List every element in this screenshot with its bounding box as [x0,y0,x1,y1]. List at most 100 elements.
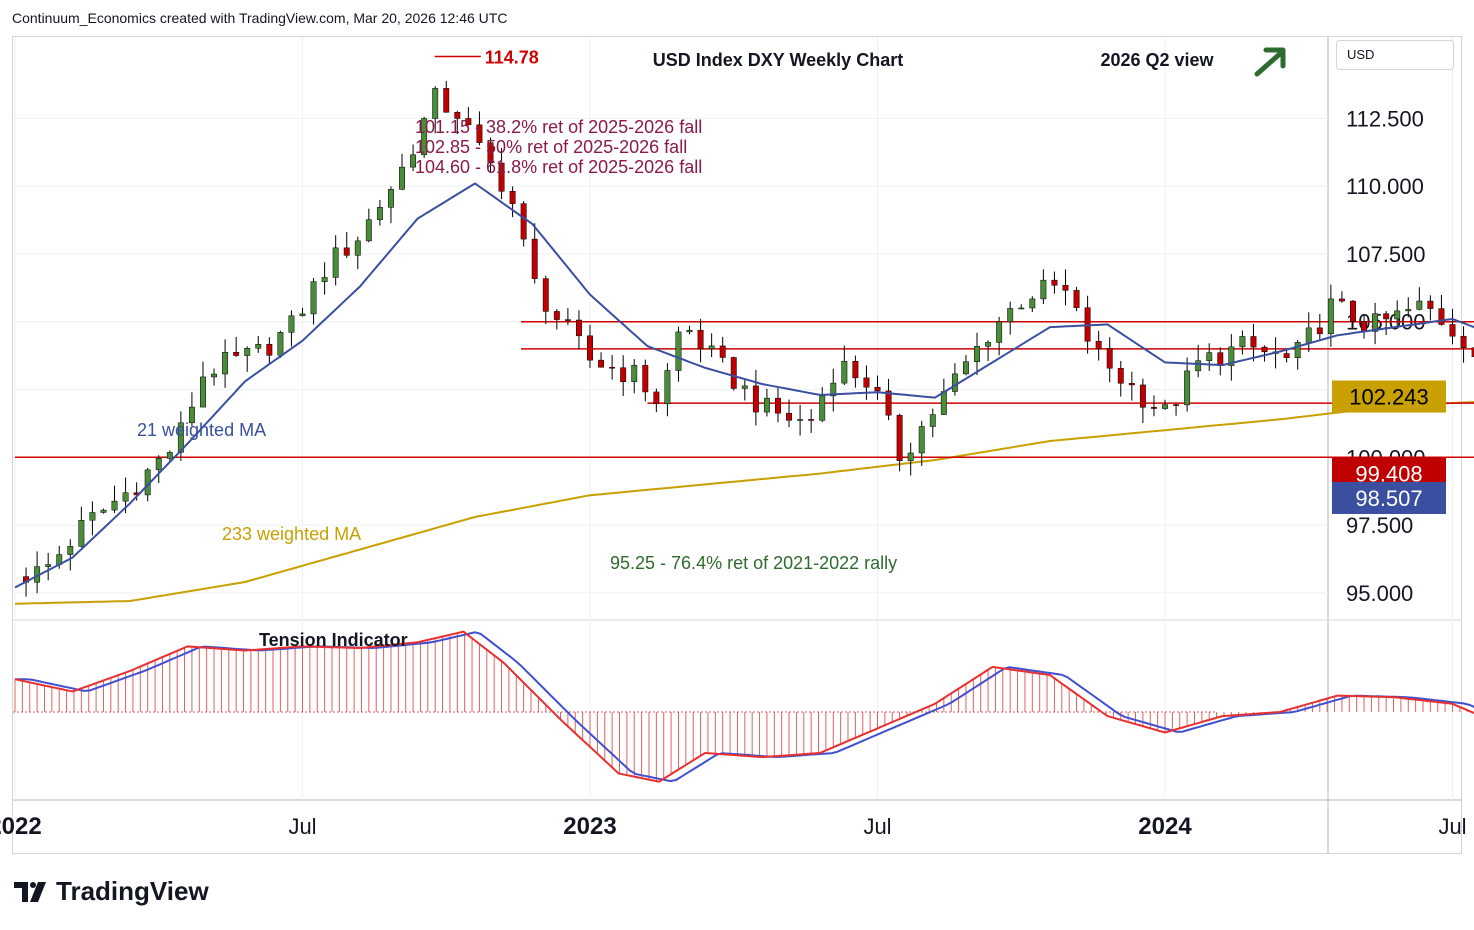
candle-body [1150,407,1157,409]
candle-body [498,162,505,192]
candle-body [1128,383,1135,386]
candle-body [974,346,980,362]
candle-body [1460,335,1467,348]
candle-body [664,370,671,405]
price-tag-label: 102.243 [1349,385,1429,410]
candle-body [476,124,483,143]
candle-body [719,345,726,358]
candle-body [775,397,781,414]
candle-body [697,330,704,350]
candle-body [631,365,638,382]
candle-body [332,247,339,278]
candle-body [587,335,593,361]
candle-body [951,373,958,392]
candle-body [67,546,74,555]
x-tick-label: 2023 [563,813,616,840]
candle-body [399,166,405,190]
candle-body [896,414,903,461]
up-arrow-icon [1254,47,1286,77]
ma233-line [14,401,1474,605]
candle-body [321,277,328,282]
candle-body [1294,342,1301,358]
candle-body [609,366,616,369]
candle-body [797,419,804,421]
candle-body [1283,353,1290,358]
currency-selector[interactable]: USD [1336,40,1454,70]
tension-fast-line [14,630,1474,783]
ma233-label: 233 weighted MA [222,524,361,544]
candle-body [675,331,682,371]
candle-body [188,406,195,424]
candle-body [1173,404,1180,406]
candle-body [1040,279,1047,300]
candle-body [45,564,52,567]
candle-body [100,509,107,513]
candle-body [598,359,605,368]
rally-note: 95.25 - 76.4% ret of 2021-2022 rally [610,553,897,573]
candle-body [1206,352,1213,361]
candle-body [111,500,118,511]
candle-body [730,357,737,389]
candle-body [1416,300,1423,310]
candle-body [620,367,627,382]
candle-body [509,191,516,204]
candle-body [166,452,173,459]
y-tick-label: 112.500 [1346,106,1424,131]
candle-body [200,376,206,408]
candle-body [1471,347,1474,357]
candle-body [996,321,1003,343]
ma21-label: 21 weighted MA [137,420,266,440]
candle-body [874,386,881,392]
candle-body [1184,370,1191,406]
candle-body [863,377,870,388]
candle-body [1018,307,1025,310]
candle-body [929,414,936,427]
candle-body [1438,308,1445,325]
candle-body [1051,279,1058,286]
candle-body [454,112,461,119]
up-arrow-shaft [1254,49,1285,77]
y-tick-label: 107.500 [1346,242,1426,267]
candle-body [222,351,229,375]
candle-body [542,278,549,312]
candle-body [1062,284,1069,291]
candle-body [708,345,715,350]
candle-body [564,319,571,321]
candle-body [553,311,560,320]
candle-body [520,203,527,240]
candle-body [531,238,538,279]
candle-body [1394,310,1401,320]
tension-indicator [13,630,1474,783]
candle-body [830,382,837,397]
candle-body [1405,309,1412,312]
fib-annotation: 101.15 - 38.2% ret of 2025-2026 fall [415,117,702,137]
candle-body [1361,321,1367,332]
candle-body [365,219,372,242]
candle-body [1139,384,1146,408]
price-tag [1332,380,1446,413]
candle-body [255,344,262,349]
candle-body [686,330,693,333]
candle-body [1427,300,1434,309]
candle-body [819,395,826,421]
candle-body [1250,336,1257,348]
x-tick-label: 2024 [1138,813,1192,840]
candle-body [852,361,859,379]
candle-body [808,419,815,421]
candle-body [1239,336,1246,348]
candle-body [1228,346,1235,366]
candle-body [885,390,892,416]
candle-body [1338,298,1345,302]
candle-body [1162,404,1168,409]
candle-body [940,391,947,415]
candle-body [421,118,428,156]
candle-body [1095,341,1102,349]
candle-body [388,189,394,208]
candle-body [122,492,129,502]
candle-body [1305,327,1312,343]
tension-indicator-label: Tension Indicator [259,630,408,650]
candle-body [354,240,361,256]
candle-body [741,385,748,389]
candle-body [918,426,925,454]
